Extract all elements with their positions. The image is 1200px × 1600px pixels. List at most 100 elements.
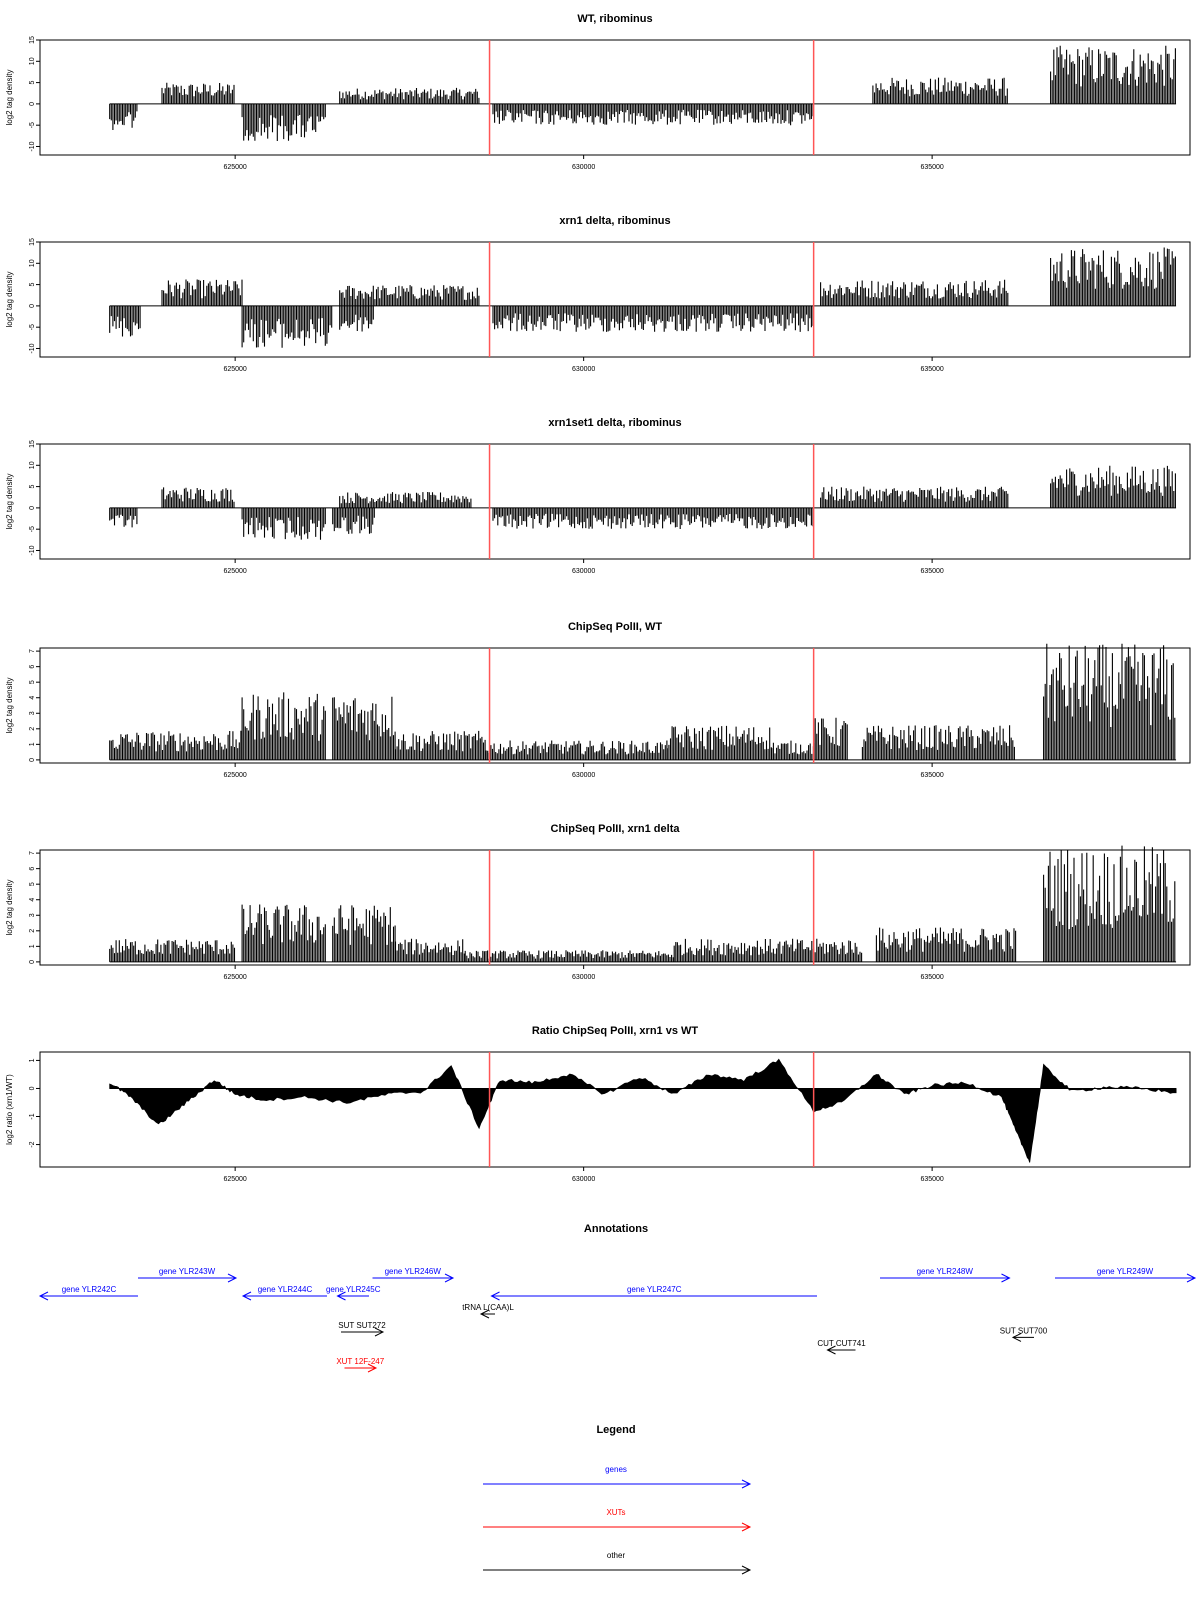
annotation-arrowhead [490, 1291, 500, 1301]
panel-1-bar-segment-plus-4 [1050, 45, 1176, 104]
panel-5-bar-segment-4 [394, 938, 465, 962]
annotation-gene-ylr249w: gene YLR249W [1055, 1267, 1197, 1283]
panel-5-bar-segment-2 [241, 904, 326, 962]
panel-4-bar-segment-4 [394, 730, 486, 760]
panel-6-x-tick-label: 635000 [920, 1176, 943, 1183]
panel-2-x-tick-label: 625000 [223, 366, 246, 373]
chart-panel-chipseq-polii-wt: ChipSeq PolII, WT 0 1 2 3 4 5 6 7 log2 tag densit… [5, 621, 1191, 779]
panel-2-y-tick-label: -5 [29, 324, 36, 330]
panel-6-data-marks [109, 1058, 1177, 1163]
chart-panel-ratio-chipseq-polii-xrn1-vs-wt: Ratio ChipSeq PolII, xrn1 vs WT -2 -1 0 1 log… [5, 1025, 1191, 1183]
panel-1-bar-segment-plus-1 [161, 82, 235, 104]
annotation-label: CUT CUT741 [817, 1339, 866, 1348]
panel-4-x-tick-label: 630000 [572, 772, 595, 779]
panel-5-data-marks [109, 845, 1177, 963]
annotation-arrowhead [227, 1273, 238, 1283]
annotation-label: tRNA L(CAA)L [462, 1303, 514, 1312]
annotations-title: Annotations [584, 1223, 648, 1235]
annotation-arrowhead [367, 1363, 378, 1373]
annotation-arrowhead [444, 1273, 455, 1283]
annotation-arrowhead [1186, 1273, 1197, 1283]
annotation-label: gene YLR248W [917, 1267, 974, 1276]
panel-4-y-tick-label: 4 [29, 696, 36, 700]
panel-2-x-tick-label: 630000 [572, 366, 595, 373]
chart-panel-wt-ribominus: WT, ribominus -10 -5 0 5 10 15 log2 tag density… [5, 13, 1191, 171]
panel-1-bar-segment-minus-1 [109, 103, 138, 130]
panel-5-bar-segment-5 [464, 950, 674, 962]
panel-2-bar-segment-minus-2 [241, 305, 333, 348]
annotation-gene-ylr244c: gene YLR244C [241, 1285, 327, 1301]
panel-4-title: ChipSeq PolII, WT [568, 621, 662, 633]
panel-6-y-tick-label: -1 [29, 1113, 36, 1119]
panel-6-y-tick-label: 1 [29, 1058, 36, 1062]
panel-4-x-tick-label: 625000 [223, 772, 246, 779]
annotation-arrowhead [374, 1327, 385, 1337]
panel-1-data-marks [109, 45, 1177, 141]
panel-5-title: ChipSeq PolII, xrn1 delta [551, 823, 681, 835]
panel-3-title: xrn1set1 delta, ribominus [548, 417, 681, 429]
panel-2-data-marks [109, 247, 1177, 348]
annotation-gene-ylr246w: gene YLR246W [372, 1267, 455, 1283]
panel-3-bar-segment-minus-3 [332, 507, 375, 534]
panel-6-ratio-area [109, 1058, 1177, 1163]
panel-2-bar-segment-minus-1 [109, 305, 141, 337]
panel-5-y-tick-label: 6 [29, 867, 36, 871]
annotation-gene-ylr245c: gene YLR245C [326, 1285, 381, 1301]
panel-2-y-tick-label: -10 [29, 343, 36, 353]
panel-4-y-tick-label: 2 [29, 727, 36, 731]
panel-6-y-tick-label: 0 [29, 1086, 36, 1090]
annotation-label: gene YLR244C [258, 1285, 313, 1294]
annotation-sut-sut272: SUT SUT272 [338, 1321, 386, 1337]
panel-4-bar-segment-10 [1043, 643, 1176, 760]
panel-3-bar-segment-plus-1 [161, 487, 235, 508]
panel-2-bar-segment-minus-3 [339, 305, 374, 332]
panel-1-x-tick-label: 635000 [920, 164, 943, 171]
panel-2-y-tick-label: 15 [29, 238, 36, 246]
panel-6-x-tick-label: 625000 [223, 1176, 246, 1183]
panel-5-bar-segment-9 [1043, 845, 1176, 962]
panel-3-bar-segment-plus-4 [1050, 465, 1176, 508]
panel-1-y-tick-label: -10 [29, 141, 36, 151]
panel-4-y-tick-label: 3 [29, 711, 36, 715]
annotation-items: gene YLR242C gene YLR243W gene YLR244C gene… [38, 1267, 1197, 1373]
annotation-xut-12f-247: XUT 12F-247 [336, 1357, 385, 1373]
annotation-label: gene YLR242C [62, 1285, 117, 1294]
legend-items: genes XUTs other [483, 1465, 752, 1575]
panel-3-y-tick-label: 5 [29, 485, 36, 489]
panel-4-bar-segment-3 [332, 696, 396, 760]
panel-4-y-tick-label: 7 [29, 649, 36, 653]
panel-6-x-tick-label: 630000 [572, 1176, 595, 1183]
panel-1-y-tick-label: 15 [29, 36, 36, 44]
legend-arrowhead [741, 1479, 752, 1489]
legend-item-other: other [483, 1551, 752, 1575]
panel-5-y-tick-label: 4 [29, 898, 36, 902]
panel-5-bar-segment-3 [332, 905, 396, 962]
panel-2-bar-segment-plus-3 [820, 279, 1009, 306]
panel-4-bar-segment-7 [771, 740, 814, 760]
panel-2-bar-segment-plus-1 [161, 279, 243, 306]
annotation-label: XUT 12F-247 [336, 1357, 384, 1366]
panel-4-bar-segment-2 [241, 692, 326, 760]
panel-1-y-tick-label: 5 [29, 81, 36, 85]
legend-item-genes: genes [483, 1465, 752, 1489]
panel-5-y-tick-label: 7 [29, 851, 36, 855]
legend-arrowhead [741, 1522, 752, 1532]
panel-4-bar-segment-6 [666, 725, 772, 760]
panel-1-bar-segment-minus-2 [241, 103, 326, 141]
legend-label: genes [605, 1465, 627, 1474]
chart-panel-chipseq-polii-xrn1-delta: ChipSeq PolII, xrn1 delta 0 1 2 3 4 5 6 7 log2 ta… [5, 823, 1191, 981]
annotation-label: gene YLR243W [159, 1267, 216, 1276]
panel-3-x-tick-label: 630000 [572, 568, 595, 575]
panel-4-bar-segment-5 [485, 740, 668, 760]
annotation-cut-cut741: CUT CUT741 [817, 1339, 866, 1355]
panel-4-data-marks [109, 643, 1177, 761]
panel-2-plot-frame [39, 241, 1191, 358]
legend-label: XUTs [606, 1508, 625, 1517]
annotation-arrowhead [1001, 1273, 1011, 1283]
panel-4-y-tick-label: 0 [29, 758, 36, 762]
panel-2-y-tick-label: 10 [29, 259, 36, 267]
annotation-label: SUT SUT700 [1000, 1326, 1048, 1335]
